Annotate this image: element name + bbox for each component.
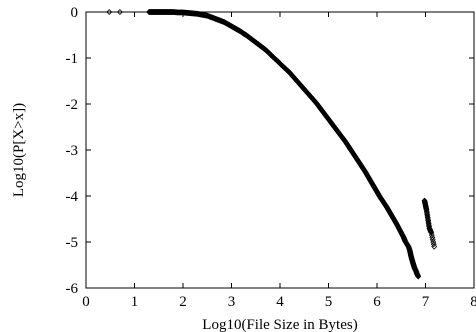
y-tick-label: -1 bbox=[66, 51, 79, 67]
x-tick-label: 2 bbox=[179, 294, 187, 310]
x-tick-label: 7 bbox=[422, 294, 430, 310]
data-points bbox=[106, 9, 438, 280]
x-tick-label: 5 bbox=[325, 294, 333, 310]
y-tick-label: -5 bbox=[66, 235, 79, 251]
y-tick-label: -2 bbox=[66, 97, 79, 113]
x-tick-labels: 0 1 2 3 4 5 6 7 8 bbox=[82, 294, 476, 310]
data-point-trail bbox=[422, 203, 429, 209]
x-tick-label: 3 bbox=[228, 294, 236, 310]
y-tick-label: -4 bbox=[66, 189, 79, 205]
data-point-trail bbox=[409, 259, 416, 266]
data-point-trail bbox=[428, 232, 435, 239]
data-point-trail bbox=[422, 203, 429, 210]
data-point-trail bbox=[407, 249, 414, 255]
data-point bbox=[116, 9, 123, 15]
y-tick-labels: 0 -1 -2 -3 -4 -5 -6 bbox=[66, 5, 79, 297]
data-point-trail bbox=[423, 205, 430, 212]
data-point-trail bbox=[425, 220, 432, 227]
data-point-trail bbox=[430, 241, 437, 248]
data-point-trail bbox=[421, 198, 428, 205]
data-point-trail bbox=[415, 272, 421, 279]
data-point-trail bbox=[430, 239, 437, 245]
plot-frame bbox=[85, 11, 475, 289]
data-point-trail bbox=[429, 234, 436, 241]
x-tick-label: 4 bbox=[276, 294, 284, 310]
x-tick-label: 6 bbox=[373, 294, 381, 310]
y-axis-label: Log10(P[X>x]) bbox=[11, 103, 27, 197]
x-tick-label: 0 bbox=[82, 294, 90, 310]
data-point-trail bbox=[428, 229, 434, 235]
data-point-trail bbox=[429, 236, 436, 243]
x-tick-label: 8 bbox=[470, 294, 476, 310]
x-axis-label: Log10(File Size in Bytes) bbox=[202, 317, 357, 332]
y-tick-label: -3 bbox=[66, 143, 79, 159]
axis-ticks bbox=[85, 11, 475, 289]
y-tick-label: -6 bbox=[66, 281, 79, 297]
x-tick-label: 1 bbox=[131, 294, 139, 310]
data-point bbox=[106, 9, 113, 15]
y-tick-label: 0 bbox=[71, 5, 79, 21]
data-point-trail bbox=[424, 211, 431, 218]
